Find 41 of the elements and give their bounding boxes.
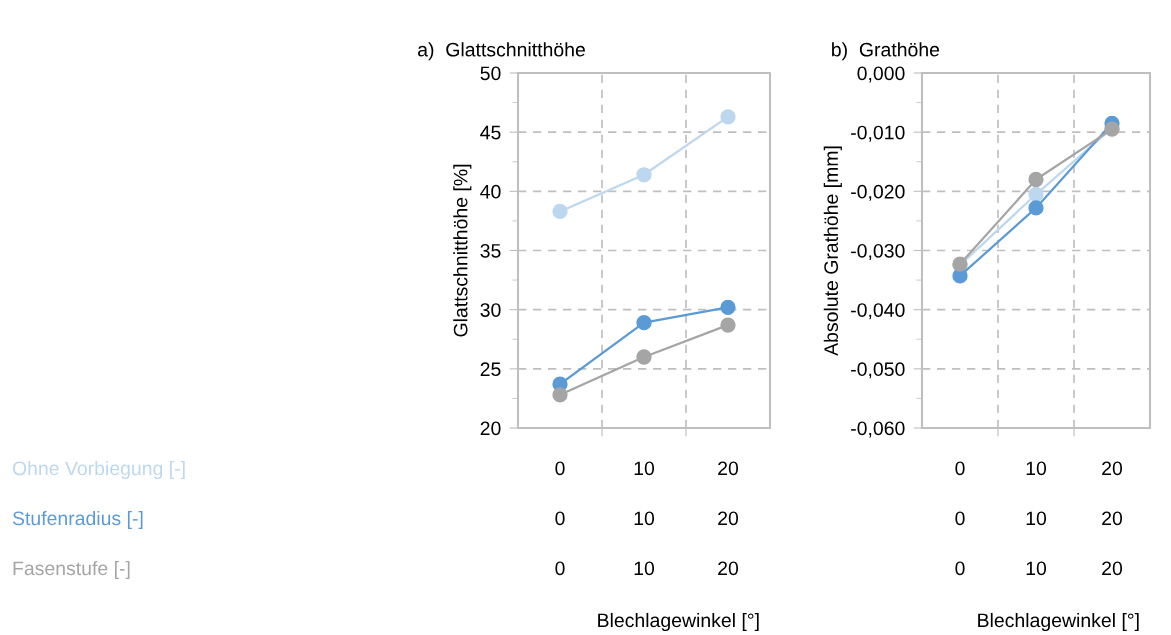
category-label: 0 (555, 511, 565, 526)
x-axis-title: Blechlagewinkel [°] (598, 612, 759, 632)
category-label: 10 (1026, 561, 1047, 576)
y-tick-label: -0,010 (851, 125, 905, 142)
category-label: 20 (1102, 561, 1123, 576)
y-tick-label: 20 (480, 421, 501, 436)
y-axis-title: Glattschnitthöhe [%] (453, 164, 472, 337)
y-tick-label: -0,030 (851, 243, 905, 261)
category-label: 10 (634, 511, 655, 526)
text: Stufenradius [-] (12, 510, 143, 530)
category-label: 20 (718, 561, 739, 576)
y-tick-label: -0,060 (851, 421, 905, 438)
x-tick-label: 0 (955, 461, 965, 476)
y-tick-label: 40 (480, 184, 501, 199)
y-tick-label: -0,040 (851, 303, 905, 320)
x-tick-label: 10 (1026, 461, 1047, 476)
category-label: 0 (955, 561, 965, 576)
x-tick-label: 20 (1102, 461, 1123, 476)
y-tick-label: 0,000 (857, 66, 905, 83)
y-tick-label: 25 (480, 362, 501, 377)
y-axis-title: Absolute Grathöhe [mm] (823, 146, 842, 356)
category-label: 20 (718, 511, 739, 526)
x-tick-label: 20 (718, 461, 739, 476)
category-label: 10 (634, 561, 655, 576)
y-tick-label: -0,020 (851, 184, 905, 201)
y-tick-label: 50 (480, 66, 501, 81)
text: Ohne Vorbiegung [-] (12, 460, 185, 480)
x-tick-label: 0 (555, 461, 565, 476)
chart-title: a) Glattschnitthöhe (418, 42, 585, 61)
category-label: 10 (1026, 511, 1047, 526)
category-label: 0 (955, 511, 965, 526)
text: Fasenstufe [-] (13, 560, 130, 580)
y-tick-label: 35 (480, 243, 501, 258)
y-tick-label: 45 (480, 125, 501, 140)
category-label: 20 (1102, 511, 1123, 526)
category-label: 0 (555, 561, 565, 576)
chart-title: b) Grathöhe (832, 42, 940, 61)
y-tick-label: -0,050 (851, 362, 905, 379)
x-tick-label: 10 (634, 461, 655, 476)
x-axis-title: Blechlagewinkel [°] (978, 612, 1139, 632)
y-tick-label: 30 (480, 303, 501, 317)
